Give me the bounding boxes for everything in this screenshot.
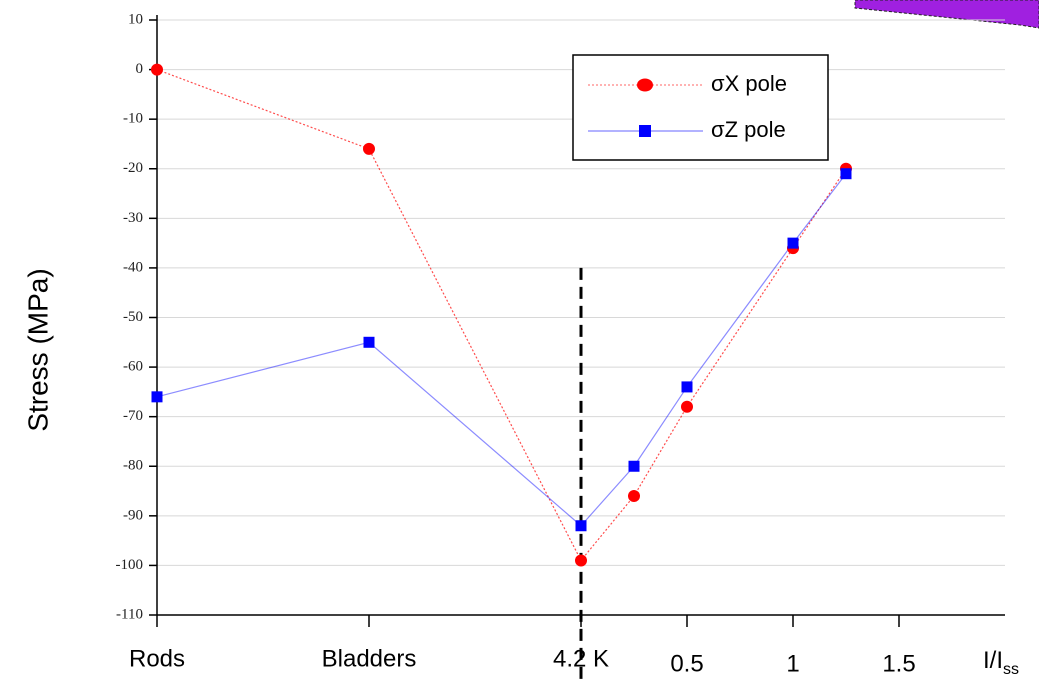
point — [840, 168, 852, 180]
decoration — [854, 0, 1039, 29]
y-tick-label: -30 — [123, 210, 143, 226]
series-line — [156, 173, 847, 527]
point — [681, 381, 693, 393]
point — [575, 554, 587, 567]
y-tick-label: -80 — [123, 458, 143, 474]
y-tick-label: -100 — [116, 557, 144, 573]
point — [628, 460, 640, 472]
x-axis-label-sub: ss — [1003, 661, 1019, 678]
point — [787, 237, 799, 249]
legend-label: σX pole — [711, 71, 787, 96]
y-tick-label: -20 — [123, 160, 143, 176]
point — [151, 391, 163, 403]
y-tick-label: -90 — [123, 507, 143, 523]
legend-box — [572, 54, 829, 161]
legend-label: σZ pole — [711, 117, 786, 142]
point — [363, 336, 375, 348]
point — [628, 490, 640, 502]
y-tick-label: -60 — [123, 359, 143, 375]
y-tick-label: -50 — [123, 309, 143, 325]
legend-marker — [639, 125, 651, 137]
x-tick-label: 1 — [786, 650, 799, 677]
x-tick-label: 0.5 — [670, 650, 703, 677]
y-tick-label: 10 — [128, 11, 143, 27]
x-axis-label-main: I/I — [983, 647, 1003, 674]
x-tick-label: Bladders — [322, 645, 417, 672]
y-tick-label: 0 — [136, 61, 144, 77]
y-tick-label: -10 — [123, 111, 143, 127]
y-tick-label: -70 — [123, 408, 143, 424]
point — [575, 520, 587, 532]
legend-marker — [637, 78, 653, 92]
y-tick-label: -110 — [116, 606, 143, 622]
y-tick-label: -40 — [123, 259, 143, 275]
point — [363, 142, 375, 155]
y-axis-label: Stress (MPa) — [22, 268, 53, 431]
x-tick-label: 1.5 — [882, 650, 915, 677]
point — [151, 63, 163, 76]
x-axis-label: I/Iss — [983, 647, 1019, 678]
point — [681, 400, 693, 413]
x-tick-label: Rods — [129, 645, 185, 672]
